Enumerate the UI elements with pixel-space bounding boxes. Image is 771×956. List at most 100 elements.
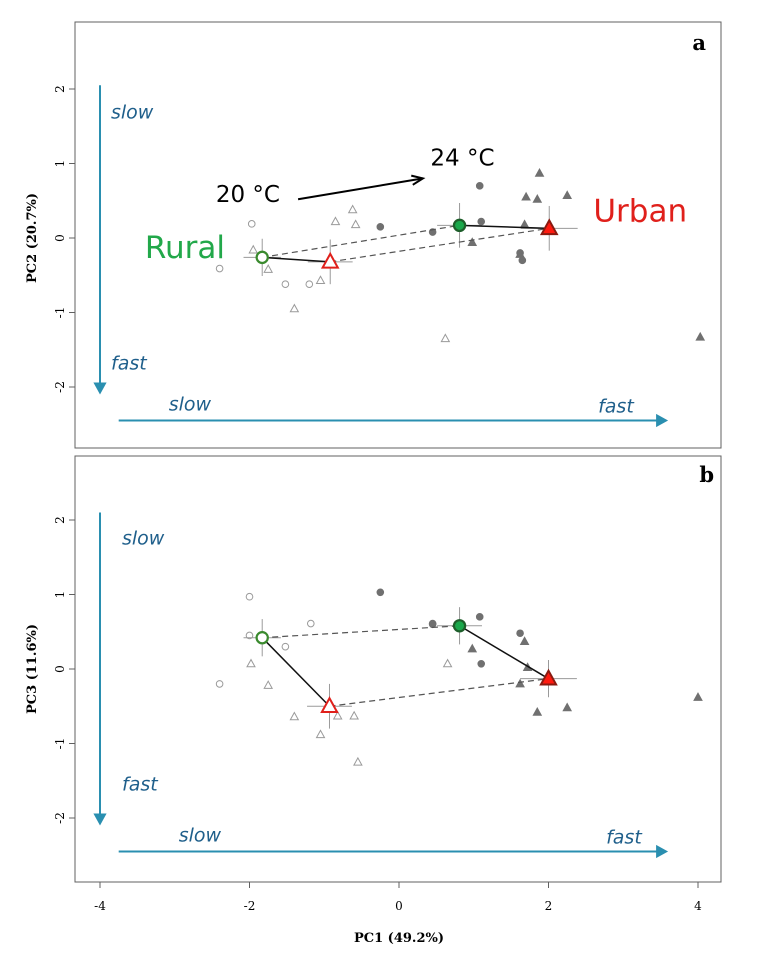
data-point: [247, 220, 256, 228]
data-point: [428, 620, 437, 629]
data-point: [281, 280, 290, 288]
data-point: [246, 658, 256, 668]
vertical-arrow-top-label: slow: [111, 101, 154, 123]
dashed-connection: [262, 625, 460, 639]
data-point: [350, 219, 361, 229]
vertical-arrow-bottom-label: fast: [122, 773, 159, 795]
x-tick-label: 2: [545, 899, 553, 913]
mean-rural-20: [255, 631, 269, 645]
y-tick-label: 2: [53, 516, 67, 524]
dashed-connection: [330, 227, 550, 263]
data-point: [305, 280, 314, 288]
mean-urban-24: [539, 668, 558, 686]
data-point: [519, 219, 530, 229]
data-point: [532, 194, 543, 203]
y-tick-label: 0: [53, 665, 67, 673]
data-point: [347, 204, 358, 214]
mean-urban-20: [452, 218, 467, 233]
horizontal-arrow-right-label: fast: [598, 396, 635, 418]
horizontal-arrow-right-label: fast: [606, 827, 643, 849]
vertical-arrow-top-label: slow: [122, 528, 165, 550]
data-point: [532, 706, 543, 716]
mean-rural-24: [320, 696, 339, 714]
horizontal-arrow-head: [656, 844, 669, 859]
x-tick-label: -4: [94, 899, 106, 913]
data-point: [353, 756, 363, 766]
panel-a-letter: a: [692, 30, 706, 55]
mean-rural-24: [320, 251, 340, 269]
data-point: [475, 182, 484, 190]
data-point: [306, 619, 315, 628]
data-point: [215, 264, 224, 273]
temp-arrow-head: [411, 174, 426, 186]
y-tick-label: 0: [53, 234, 67, 242]
data-point: [245, 592, 254, 601]
data-point: [332, 710, 343, 720]
data-point: [281, 642, 290, 651]
mean-rural-20: [255, 250, 269, 265]
y-tick-label: 1: [53, 591, 67, 599]
mean-urban-24: [539, 218, 559, 236]
temp-high-label: 24 °C: [430, 146, 494, 172]
horizontal-arrow-left-label: slow: [169, 394, 212, 416]
dashed-connection: [262, 224, 460, 258]
data-point: [245, 631, 254, 640]
data-point: [515, 249, 525, 258]
data-point: [518, 256, 527, 265]
data-point: [693, 692, 703, 701]
panel-a-plot: 2 1 0 -1 -2 slow fast slow fast Rural Urban 20 °C 24…: [53, 85, 706, 428]
dashed-connection: [329, 678, 549, 707]
data-point: [289, 711, 300, 721]
solid-connection: [262, 256, 331, 263]
vertical-arrow-bottom-label: fast: [111, 352, 148, 374]
temp-low-label: 20 °C: [216, 182, 280, 208]
data-point: [315, 729, 326, 739]
horizontal-arrow-head: [656, 413, 669, 428]
panel-b-plot: 2 1 0 -1 -2 -4 -2 0 2 4 slow fast slow fast: [53, 512, 703, 913]
data-point: [695, 331, 706, 341]
y-tick-label: -2: [53, 381, 67, 393]
data-point: [330, 216, 341, 226]
panel-b-frame: [74, 455, 722, 883]
data-point: [467, 237, 478, 246]
solid-connection: [261, 637, 331, 707]
data-point: [263, 264, 274, 273]
panel-a-ylabel: PC2 (20.7%): [25, 193, 40, 283]
mean-urban-20: [452, 619, 467, 633]
x-tick-label: -2: [244, 899, 256, 913]
data-point: [477, 659, 486, 668]
data-point: [215, 680, 224, 688]
data-point: [442, 658, 453, 668]
x-tick-label: 4: [694, 899, 702, 913]
data-point: [349, 710, 359, 720]
y-tick-label: -1: [53, 307, 67, 319]
panel-b-letter: b: [699, 462, 714, 487]
data-point: [534, 167, 545, 177]
data-point: [515, 678, 525, 688]
data-point: [475, 613, 484, 621]
solid-connection: [459, 625, 549, 680]
panel-b-ylabel: PC3 (11.6%): [25, 624, 40, 714]
data-point: [562, 702, 573, 712]
data-point: [562, 190, 573, 200]
temp-arrow-line: [297, 177, 424, 201]
data-point: [477, 217, 486, 226]
y-tick-label: 1: [53, 160, 67, 168]
data-point: [376, 223, 385, 231]
data-point: [521, 191, 531, 201]
vertical-arrow-head: [93, 382, 107, 395]
data-point: [315, 275, 326, 284]
data-point: [467, 643, 478, 653]
vertical-arrow-head: [93, 813, 107, 826]
y-tick-label: -2: [53, 812, 67, 824]
data-point: [516, 629, 524, 638]
horizontal-arrow-left-label: slow: [179, 825, 222, 847]
urban-label: Urban: [593, 194, 687, 230]
y-tick-label: -1: [53, 738, 67, 750]
data-point: [263, 680, 274, 689]
x-tick-label: 0: [395, 899, 403, 913]
data-point: [519, 636, 530, 645]
solid-connection: [459, 224, 550, 230]
data-point: [248, 244, 259, 254]
